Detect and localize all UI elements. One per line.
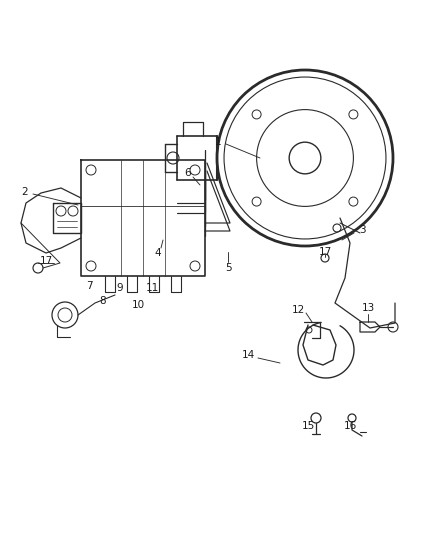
Text: 8: 8 [100, 296, 106, 306]
Text: 14: 14 [241, 350, 254, 360]
Text: 17: 17 [39, 256, 53, 266]
Text: 3: 3 [359, 225, 365, 235]
Text: 11: 11 [145, 283, 159, 293]
Text: 5: 5 [225, 263, 231, 273]
Text: 17: 17 [318, 247, 332, 257]
Text: 9: 9 [117, 283, 124, 293]
Text: 10: 10 [131, 300, 145, 310]
Text: 12: 12 [291, 305, 304, 315]
Text: 13: 13 [361, 303, 374, 313]
Text: 1: 1 [215, 137, 221, 147]
Text: 2: 2 [22, 187, 28, 197]
Text: 15: 15 [301, 421, 314, 431]
Text: 16: 16 [343, 421, 357, 431]
Text: 6: 6 [185, 168, 191, 178]
Text: 7: 7 [86, 281, 92, 291]
Text: 4: 4 [155, 248, 161, 258]
